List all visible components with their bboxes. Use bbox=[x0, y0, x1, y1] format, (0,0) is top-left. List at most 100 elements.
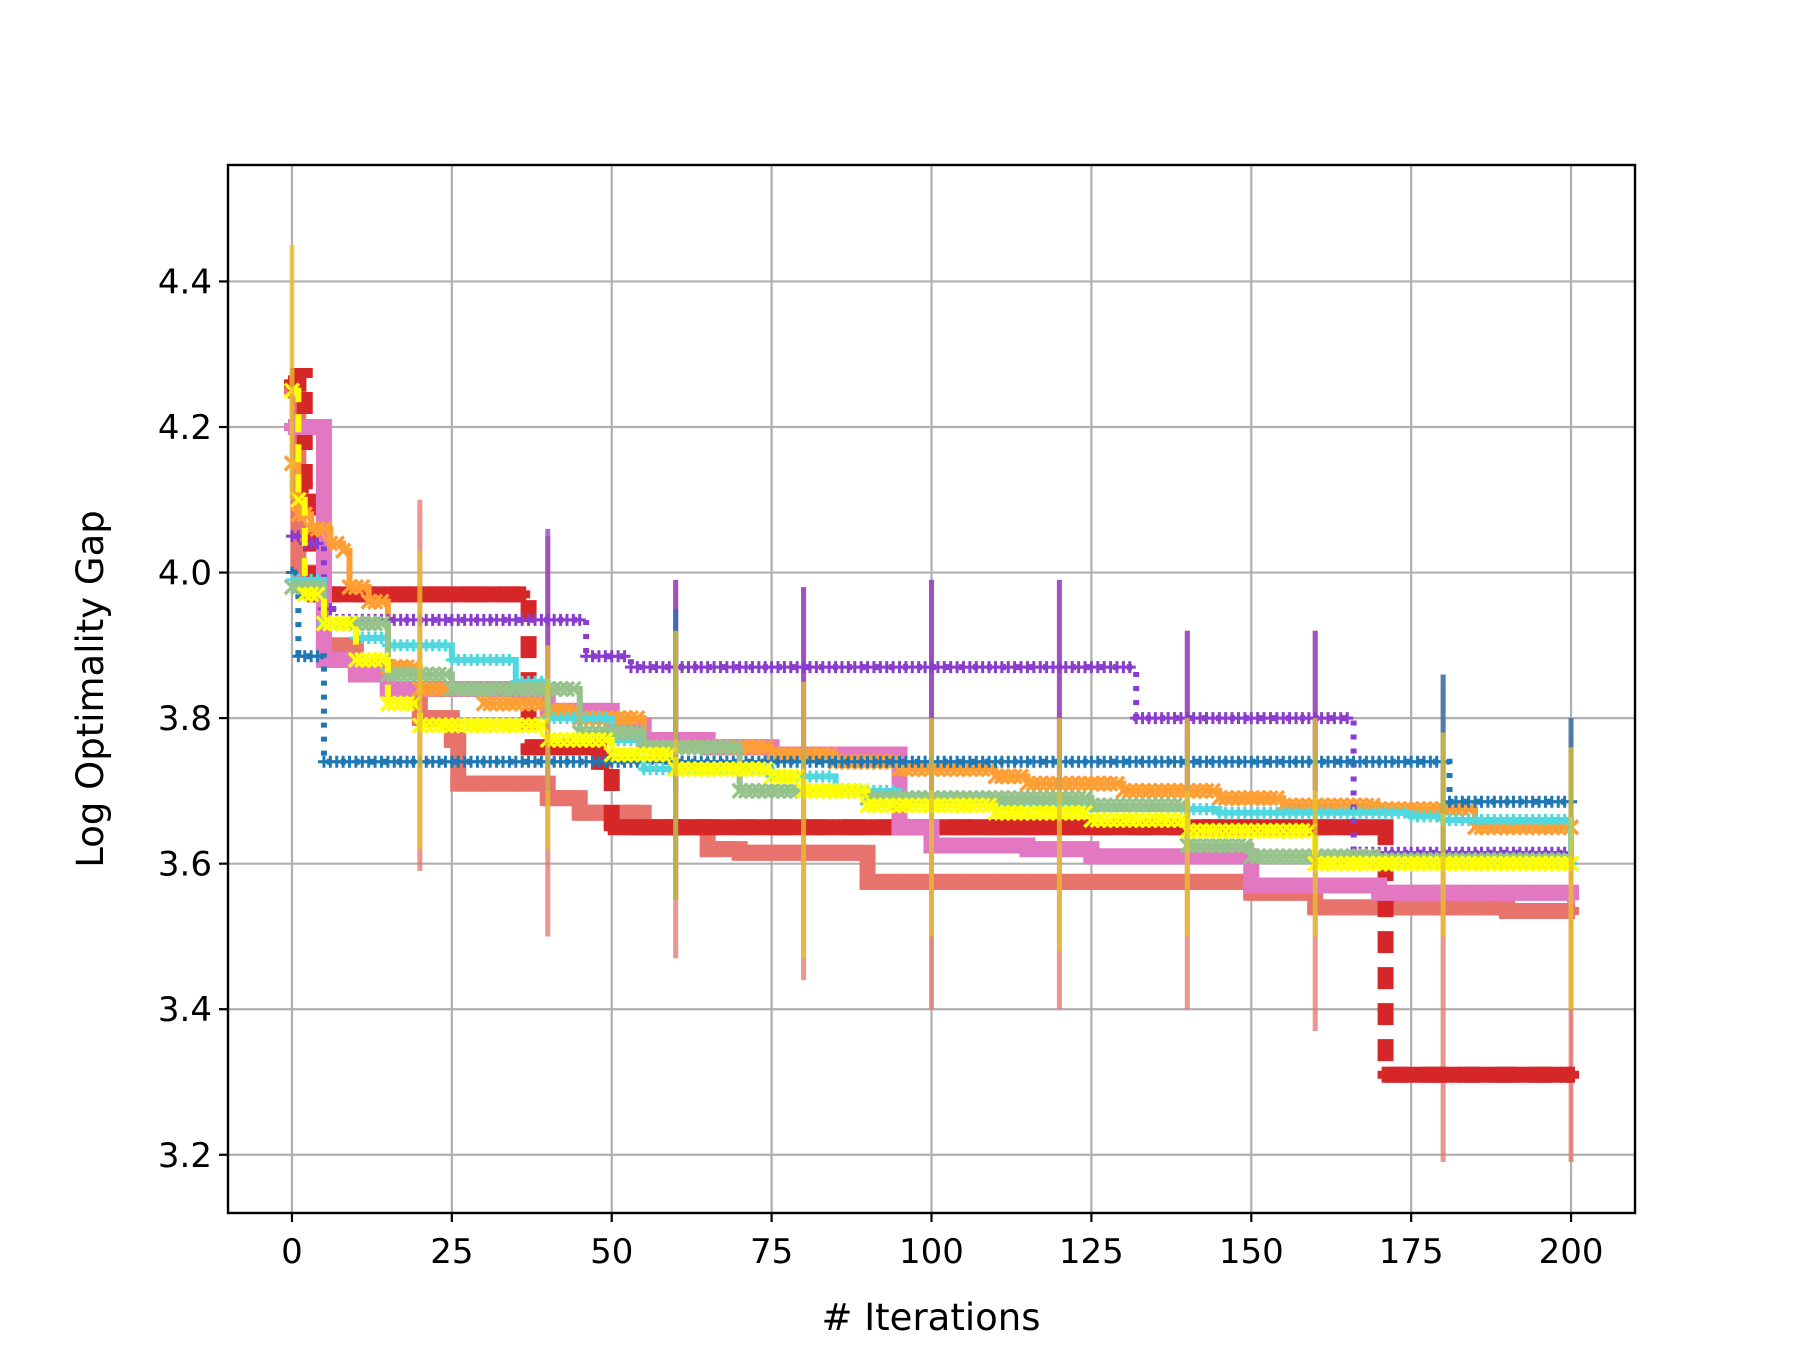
series-marker-x bbox=[283, 578, 301, 596]
series-marker-x bbox=[494, 680, 512, 698]
series-marker-x bbox=[712, 738, 729, 756]
series-marker-x bbox=[481, 717, 499, 734]
series-marker-x bbox=[750, 760, 768, 778]
series-marker-x bbox=[1000, 768, 1017, 785]
series-marker-x bbox=[1076, 775, 1094, 792]
series-marker-x bbox=[513, 717, 531, 734]
series-marker-x bbox=[469, 717, 486, 734]
series-marker-x bbox=[1102, 811, 1119, 829]
series-marker-x bbox=[680, 760, 697, 778]
series-marker-x bbox=[705, 738, 723, 756]
series-marker-x bbox=[1204, 837, 1222, 854]
series-marker-x bbox=[1236, 837, 1254, 854]
series-marker-x bbox=[1217, 837, 1234, 854]
series-marker-x bbox=[494, 717, 512, 734]
series-marker-x bbox=[309, 520, 326, 538]
series-marker-x bbox=[1223, 789, 1241, 807]
series-marker-x bbox=[622, 709, 640, 727]
series-marker-x bbox=[309, 586, 326, 603]
series-marker-filled-plus bbox=[1563, 1066, 1580, 1083]
series-marker-x bbox=[756, 782, 774, 800]
series-marker-x bbox=[1095, 797, 1113, 814]
series-marker-x bbox=[750, 738, 768, 756]
series-marker-x bbox=[1089, 797, 1107, 814]
series-marker-x bbox=[424, 717, 441, 734]
series-marker-x bbox=[961, 797, 979, 814]
series-marker-x bbox=[884, 797, 902, 814]
series-marker-x bbox=[328, 615, 345, 632]
series-marker-x bbox=[462, 680, 480, 698]
series-marker-x bbox=[558, 680, 576, 698]
series-line bbox=[291, 387, 1572, 867]
series-marker-x bbox=[622, 724, 640, 741]
series-marker-x bbox=[507, 717, 525, 734]
series-marker-x bbox=[1012, 804, 1030, 821]
series-marker-x bbox=[315, 615, 333, 632]
series-marker-x bbox=[1031, 804, 1049, 821]
series-marker-x bbox=[904, 797, 921, 814]
series-marker-x bbox=[1377, 855, 1394, 872]
series-marker-x bbox=[475, 680, 493, 698]
series-marker-x bbox=[763, 782, 780, 800]
series-marker-x bbox=[769, 768, 787, 785]
series-marker-x bbox=[526, 695, 544, 712]
series-marker-x bbox=[1083, 775, 1100, 792]
series-marker-x bbox=[1243, 822, 1260, 840]
series-marker-x bbox=[1486, 855, 1503, 872]
series-marker-x bbox=[456, 680, 473, 698]
series-marker-x bbox=[341, 578, 358, 596]
series-marker-x bbox=[1511, 855, 1529, 872]
series-marker-x bbox=[1351, 855, 1369, 872]
series-marker-x bbox=[1243, 789, 1260, 807]
series-marker-x bbox=[878, 797, 895, 814]
series-marker-x bbox=[993, 804, 1011, 821]
series-marker-x bbox=[1243, 848, 1260, 865]
series-marker-x bbox=[1211, 837, 1228, 854]
series-marker-filled-plus bbox=[853, 844, 870, 861]
series-marker-x bbox=[1230, 789, 1247, 807]
y-tick-label: 4.0 bbox=[158, 554, 212, 594]
series-marker-x bbox=[622, 746, 640, 763]
series-marker-x bbox=[1063, 789, 1081, 807]
series-marker-x bbox=[1537, 855, 1554, 872]
series-marker-x bbox=[1134, 797, 1151, 814]
series-marker-x bbox=[1147, 797, 1164, 814]
series-marker-x bbox=[1338, 855, 1356, 872]
series-marker-x bbox=[366, 651, 384, 669]
series-marker-x bbox=[449, 717, 467, 734]
series-marker-x bbox=[1262, 822, 1279, 840]
series-marker-x bbox=[1031, 789, 1049, 807]
series-marker-x bbox=[322, 615, 339, 632]
series-marker-x bbox=[1236, 822, 1254, 840]
series-marker-x bbox=[1153, 797, 1170, 814]
series-marker-x bbox=[1038, 789, 1055, 807]
series-marker-x bbox=[1402, 855, 1420, 872]
series-marker-x bbox=[693, 760, 710, 778]
series-marker-x bbox=[1191, 782, 1209, 800]
series-marker-x bbox=[1070, 804, 1087, 821]
series-marker-x bbox=[1121, 811, 1138, 829]
series-marker-x bbox=[616, 746, 633, 763]
series-marker-x bbox=[520, 695, 537, 712]
series-marker-x bbox=[910, 797, 927, 814]
series-marker-x bbox=[750, 782, 768, 800]
series-marker-x bbox=[699, 738, 716, 756]
series-marker-x bbox=[1262, 848, 1279, 865]
series-marker-x bbox=[686, 738, 704, 756]
series-marker-x bbox=[936, 760, 953, 778]
series-marker-x bbox=[1166, 811, 1183, 829]
series-marker-x bbox=[398, 666, 416, 683]
series-marker-x bbox=[840, 782, 857, 800]
series-marker-x bbox=[1249, 848, 1266, 865]
series-marker-x bbox=[1070, 775, 1087, 792]
series-marker-x bbox=[820, 782, 838, 800]
x-tick-label: 100 bbox=[899, 1232, 964, 1272]
series-marker-x bbox=[872, 797, 889, 814]
series-marker-x bbox=[782, 768, 800, 785]
series-marker-x bbox=[974, 797, 991, 814]
series-marker-x bbox=[725, 760, 742, 778]
series-marker-x bbox=[347, 615, 365, 632]
series-marker-x bbox=[1095, 811, 1113, 829]
series-marker-x bbox=[1127, 797, 1145, 814]
